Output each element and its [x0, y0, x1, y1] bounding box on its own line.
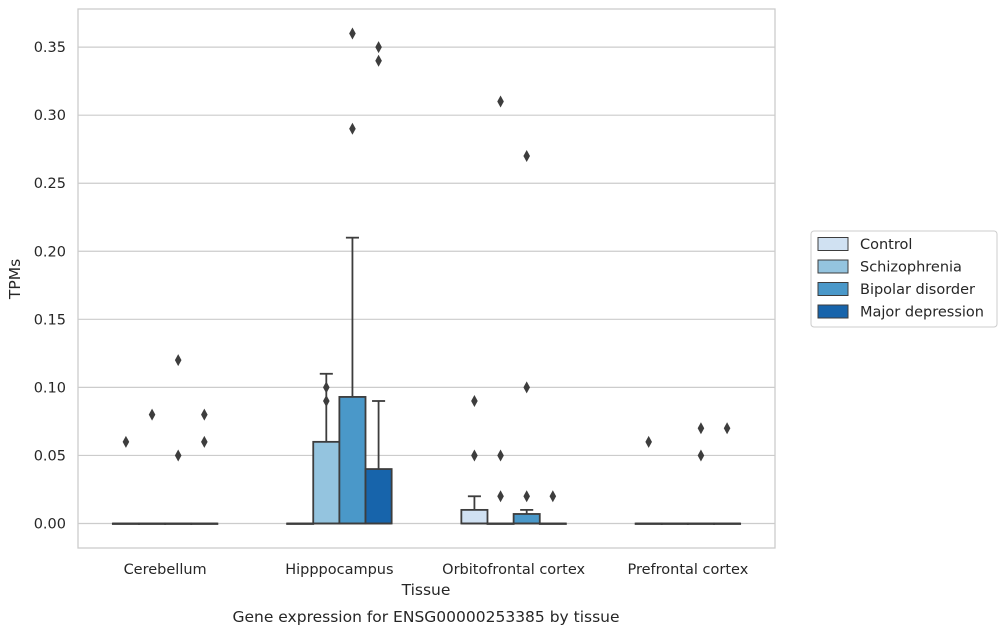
y-tick-label: 0.20: [34, 244, 66, 260]
x-tick-label: Prefrontal cortex: [627, 562, 748, 578]
outlier-point: [349, 122, 356, 135]
y-tick-label: 0.30: [34, 108, 66, 124]
box-1-0: [138, 522, 167, 525]
y-tick-label: 0.35: [34, 40, 66, 56]
box-2-2: [512, 508, 541, 525]
outlier-point: [174, 354, 182, 367]
y-axis-ticks: 0.00 0.05 0.10 0.15 0.20 0.25 0.30 0.35: [34, 40, 66, 532]
box-3-0: [190, 522, 219, 525]
outlier-point: [523, 150, 530, 162]
box-body: [312, 440, 341, 525]
box-0-1: [286, 522, 315, 525]
outlier-point: [497, 449, 504, 462]
legend-swatch: [817, 282, 849, 296]
legend-label: Bipolar disorder: [860, 282, 975, 298]
outlier-point: [497, 95, 504, 108]
outlier-point: [122, 435, 130, 448]
box-1-2: [486, 522, 515, 525]
outlier-point: [471, 449, 478, 462]
chart-caption: Gene expression for ENSG00000253385 by t…: [232, 608, 619, 626]
legend-label: Control: [860, 237, 912, 253]
outlier-point: [471, 395, 478, 407]
box-2-0: [164, 522, 193, 525]
outlier-point: [201, 435, 208, 448]
y-tick-label: 0.05: [34, 448, 66, 464]
legend-swatch: [817, 259, 849, 274]
legend-swatch: [817, 237, 849, 251]
outlier-point: [174, 449, 182, 462]
legend-swatch: [817, 304, 849, 319]
outlier-point: [148, 408, 156, 421]
outlier-point: [697, 422, 705, 435]
box-body: [512, 513, 541, 525]
box-0-3: [634, 522, 663, 525]
outlier-point: [523, 490, 530, 503]
x-tick-label: Orbitofrontal cortex: [442, 562, 585, 578]
outlier-point: [523, 381, 530, 394]
y-axis-title: TPMs: [6, 259, 24, 300]
box-3-3: [713, 522, 742, 525]
box-2-1: [338, 236, 367, 525]
y-tick-label: 0.25: [34, 176, 66, 192]
x-tick-label: Hipppocampus: [285, 562, 393, 578]
legend-frame: [810, 230, 998, 328]
x-axis-title: Tissue: [401, 581, 451, 599]
box-0-0: [111, 522, 140, 525]
box-body: [338, 396, 367, 525]
y-tick-label: 0.15: [34, 312, 66, 328]
outlier-point: [697, 449, 705, 462]
grid-lines: [78, 46, 775, 525]
plot-area: [77, 8, 776, 549]
x-tick-label: Cerebellum: [124, 562, 207, 578]
x-axis-ticks: Cerebellum Hipppocampus Orbitofrontal cort…: [124, 562, 749, 578]
outlier-point: [723, 422, 731, 435]
outlier-point: [549, 490, 557, 503]
box-3-1: [364, 400, 393, 525]
box-body: [460, 508, 489, 525]
y-tick-label: 0.00: [34, 517, 66, 533]
box-1-3: [660, 522, 689, 525]
outlier-point: [497, 490, 504, 503]
box-2-3: [686, 522, 715, 525]
outlier-point: [375, 41, 382, 54]
y-tick-label: 0.10: [34, 380, 66, 396]
outlier-point: [323, 381, 330, 394]
boxes: [111, 236, 742, 525]
legend: Control Schizophrenia Bipolar disorder Majo…: [810, 230, 998, 328]
outlier-point: [201, 408, 208, 421]
outlier-point: [645, 435, 652, 448]
outliers: [122, 27, 731, 503]
box-1-1: [312, 372, 341, 525]
box-3-2: [538, 522, 567, 525]
legend-label: Schizophrenia: [860, 260, 962, 276]
legend-label: Major depression: [860, 305, 984, 321]
box-0-2: [460, 495, 489, 525]
box-body: [364, 468, 393, 525]
outlier-point: [323, 395, 330, 407]
outlier-point: [349, 27, 356, 40]
outlier-point: [375, 54, 382, 67]
